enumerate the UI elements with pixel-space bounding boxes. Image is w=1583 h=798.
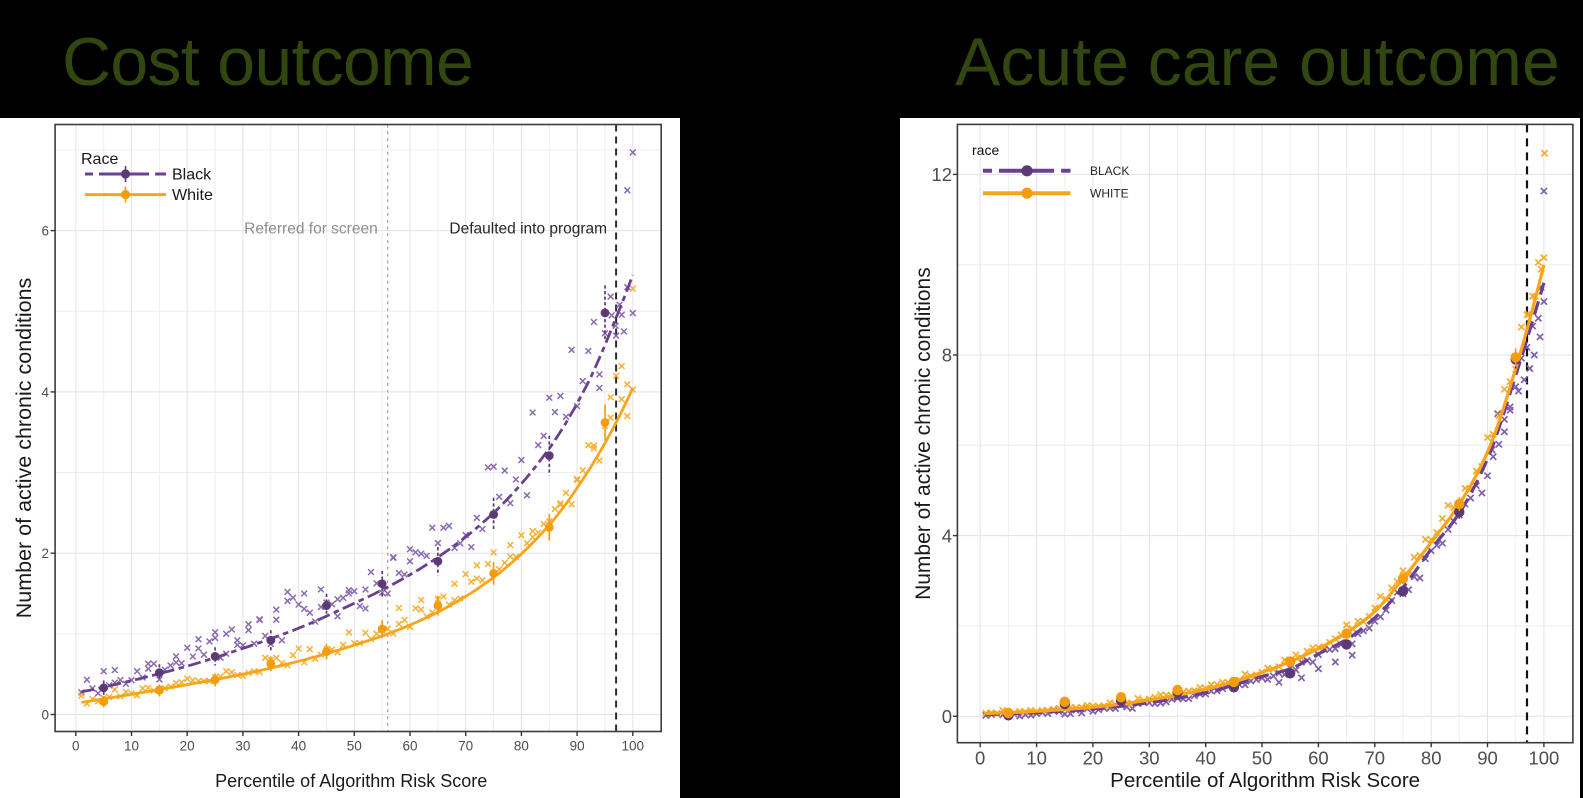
svg-text:White: White — [172, 187, 213, 204]
svg-text:Defaulted into program: Defaulted into program — [449, 221, 607, 238]
svg-text:Number of active chronic condi: Number of active chronic conditions — [912, 267, 935, 600]
svg-text:BLACK: BLACK — [1090, 164, 1129, 178]
svg-text:4: 4 — [942, 525, 952, 546]
svg-text:8: 8 — [942, 345, 952, 366]
svg-text:12: 12 — [931, 164, 952, 185]
svg-text:4: 4 — [41, 385, 49, 400]
svg-text:Referred for screen: Referred for screen — [244, 221, 378, 238]
svg-text:10: 10 — [124, 739, 139, 754]
svg-text:Percentile of Algorithm Risk S: Percentile of Algorithm Risk Score — [215, 771, 487, 791]
svg-text:30: 30 — [235, 739, 250, 754]
svg-text:100: 100 — [1528, 748, 1559, 769]
svg-text:10: 10 — [1026, 748, 1047, 769]
svg-text:80: 80 — [514, 739, 529, 754]
svg-text:90: 90 — [1477, 748, 1498, 769]
svg-text:Number of active chronic condi: Number of active chronic conditions — [12, 278, 36, 619]
svg-text:Black: Black — [172, 167, 212, 184]
svg-text:0: 0 — [975, 748, 985, 769]
svg-text:Race: Race — [81, 151, 118, 168]
svg-text:30: 30 — [1139, 748, 1160, 769]
svg-text:2: 2 — [41, 546, 49, 561]
svg-text:50: 50 — [1252, 748, 1273, 769]
svg-text:70: 70 — [1365, 748, 1386, 769]
svg-text:60: 60 — [1308, 748, 1329, 769]
svg-text:0: 0 — [942, 706, 952, 727]
svg-text:Percentile of Algorithm Risk S: Percentile of Algorithm Risk Score — [1110, 769, 1420, 792]
svg-text:WHITE: WHITE — [1090, 186, 1129, 200]
svg-text:0: 0 — [41, 707, 49, 722]
svg-text:40: 40 — [1195, 748, 1216, 769]
svg-text:60: 60 — [402, 739, 417, 754]
svg-text:6: 6 — [41, 224, 49, 239]
svg-text:70: 70 — [458, 739, 473, 754]
svg-text:race: race — [972, 142, 999, 158]
svg-text:40: 40 — [291, 739, 306, 754]
svg-text:100: 100 — [622, 739, 645, 754]
svg-text:20: 20 — [180, 739, 195, 754]
svg-text:80: 80 — [1421, 748, 1442, 769]
svg-text:20: 20 — [1083, 748, 1104, 769]
svg-text:50: 50 — [347, 739, 362, 754]
svg-text:90: 90 — [570, 739, 585, 754]
svg-text:0: 0 — [72, 739, 80, 754]
